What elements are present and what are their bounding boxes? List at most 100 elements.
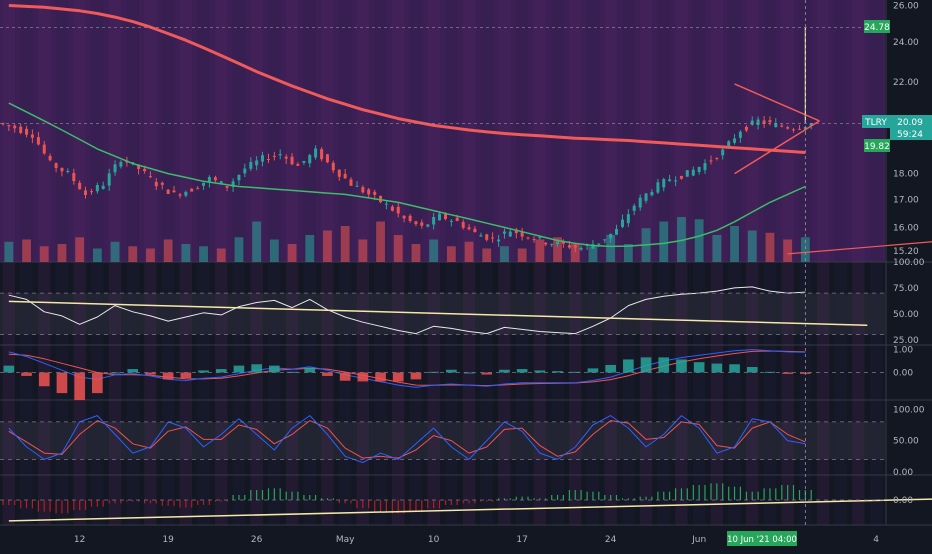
stoch-tick-label: 50.00: [893, 437, 919, 447]
candle-body: [331, 162, 335, 171]
candle-body: [744, 126, 748, 131]
volume-bar: [4, 241, 14, 262]
volume-bar: [500, 246, 509, 262]
x-tick-label: Jun: [691, 535, 706, 545]
candle-body: [72, 172, 76, 182]
rsi-tick-label: 75.00: [893, 284, 919, 294]
x-tick-label: 17: [516, 535, 527, 545]
candle-body: [249, 161, 253, 169]
last-price-label: 20.09: [897, 118, 923, 128]
x-tick-label: 19: [162, 535, 174, 545]
stoch-tick-label: 0.00: [893, 468, 913, 478]
volume-bar: [588, 246, 598, 262]
candle-body: [196, 188, 200, 190]
candle-body: [709, 160, 713, 162]
candle-body: [791, 129, 795, 131]
candle-body: [1, 123, 5, 125]
candle-body: [591, 244, 595, 249]
macd-hist-bar: [446, 369, 457, 373]
candle-body: [733, 138, 737, 143]
x-tick-label: 12: [74, 535, 85, 545]
macd-hist-bar: [269, 365, 280, 373]
candle-body: [325, 154, 329, 163]
symbol-label-bg: [862, 115, 890, 128]
macd-hist-bar: [74, 372, 85, 400]
volume-bar: [181, 244, 191, 262]
volume-bar: [446, 246, 456, 262]
rsi-tick-label: 50.00: [893, 310, 919, 320]
candle-body: [756, 119, 760, 125]
candle-body: [473, 228, 477, 233]
candle-body: [679, 175, 683, 179]
macd-hist-bar: [693, 362, 705, 373]
candle-body: [491, 237, 495, 239]
candle-body: [485, 234, 489, 240]
candle-body: [479, 235, 483, 237]
candle-body: [390, 206, 394, 211]
macd-hist-bar: [782, 372, 793, 374]
candle-body: [290, 156, 294, 165]
candle-body: [556, 241, 560, 245]
macd-tick-label: 1.00: [893, 346, 913, 356]
volume-bar: [659, 221, 669, 262]
candle-body: [148, 176, 152, 178]
candle-body: [638, 197, 642, 208]
volume-bar: [163, 239, 173, 262]
macd-hist-bar: [481, 372, 493, 375]
volume-bar: [323, 230, 332, 262]
macd-hist-bar: [109, 372, 121, 374]
macd-hist-bar: [198, 370, 209, 373]
x-tick-label: 10: [428, 535, 440, 545]
candle-body: [786, 127, 790, 129]
candle-body: [119, 161, 123, 167]
macd-hist-bar: [552, 371, 563, 373]
candle-body: [66, 170, 70, 173]
candle-body: [83, 190, 87, 195]
volume-bar: [517, 248, 527, 262]
candle-body: [355, 185, 359, 187]
candle-body: [219, 181, 223, 185]
candle-body: [231, 181, 235, 187]
macd-hist-bar: [587, 368, 599, 373]
volume-bar: [146, 248, 155, 262]
volume-bar: [464, 241, 474, 262]
macd-hist-bar: [251, 364, 262, 373]
price-tick-label: 26.00: [893, 2, 919, 12]
candle-body: [7, 125, 11, 127]
volume-bar: [75, 237, 85, 262]
price-tick-label: 24.00: [893, 38, 919, 48]
candle-body: [225, 186, 229, 188]
candle-body: [449, 220, 453, 222]
candle-body: [25, 128, 29, 135]
macd-hist-bar: [92, 372, 103, 394]
price-tick-label: 22.00: [893, 78, 919, 88]
volume-bar: [287, 244, 297, 262]
countdown-label: 59:24: [897, 130, 923, 140]
candle-body: [520, 231, 524, 237]
candle-body: [78, 182, 82, 190]
candle-body: [184, 191, 188, 196]
macd-hist-bar: [3, 365, 15, 373]
macd-hist-bar: [392, 372, 404, 382]
stoch-k-line: [8, 415, 806, 463]
candle-body: [691, 169, 695, 176]
candle-body: [674, 180, 678, 182]
low-ref-label-bg: [864, 139, 890, 152]
candle-body: [13, 125, 17, 129]
volume-bar: [39, 246, 49, 262]
volume-bar: [128, 246, 138, 262]
x-tick-label: May: [336, 535, 355, 545]
cursor-time-label: 10 Jun '21 04:00: [727, 535, 797, 545]
macd-hist-bar: [21, 372, 32, 376]
price-tick-label: 15.20: [893, 247, 919, 257]
macd-hist-bar: [658, 357, 670, 373]
candle-body: [90, 191, 94, 193]
volume-bar: [110, 241, 120, 262]
candle-body: [538, 236, 542, 238]
volume-bar: [199, 246, 208, 262]
candle-body: [314, 148, 318, 158]
macd-hist-bar: [375, 372, 386, 382]
price-tick-label: 17.00: [893, 196, 919, 206]
